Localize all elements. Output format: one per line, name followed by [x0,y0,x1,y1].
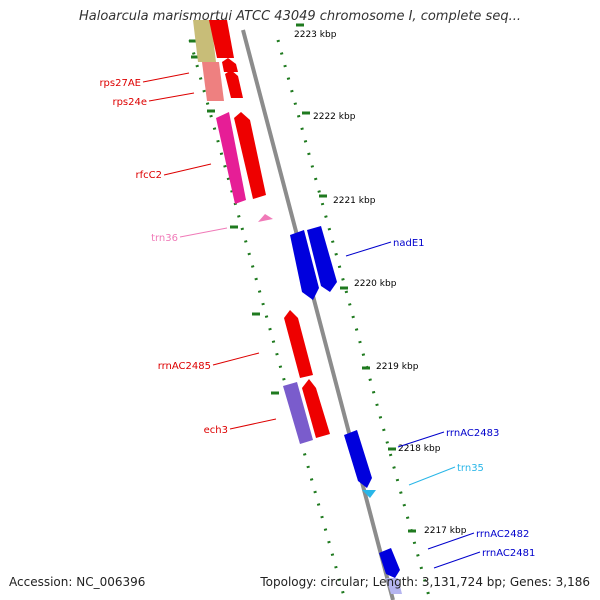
gene-label-rrnAC2482[interactable]: rrnAC2482 [476,529,529,540]
tick-label: 2221 kbp [333,196,376,206]
gene-red-rrnAC2485[interactable] [284,310,313,378]
gene-blue-faint[interactable] [386,578,402,594]
gene-label-rps27AE[interactable]: rps27AE [99,78,141,89]
tick-label: 2219 kbp [376,362,419,372]
gene-magenta[interactable] [216,112,246,204]
tick-label: 2218 kbp [398,444,441,454]
gene-blue-2[interactable] [307,226,337,292]
gene-label-nadE1[interactable]: nadE1 [393,238,425,249]
gene-blue-rrnAC2483[interactable] [344,430,372,488]
gene-red-small-2[interactable] [225,70,243,98]
gene-label-ech3[interactable]: ech3 [204,425,228,436]
gene-red-small-1[interactable] [222,58,238,72]
gene-label-trn36[interactable]: trn36 [151,233,178,244]
gene-salmon[interactable] [202,62,224,101]
gene-label-rrnAC2481[interactable]: rrnAC2481 [482,548,535,559]
gene-khaki[interactable] [193,20,216,62]
tick-track-right [276,39,432,600]
trna-pink[interactable] [258,214,273,222]
reverse-strand-genes [193,20,330,444]
map-title: Haloarcula marismortui ATCC 43049 chromo… [79,9,521,24]
gene-red-ech3[interactable] [302,379,330,438]
gene-blue-1[interactable] [290,230,319,300]
tick-label: 2223 kbp [294,30,337,40]
gene-red-rfcC2[interactable] [234,112,266,199]
gene-label-rrnAC2483[interactable]: rrnAC2483 [446,428,499,439]
genome-summary-text: Topology: circular; Length: 3,131,724 bp… [260,575,590,589]
trna-cyan[interactable] [362,490,376,498]
chromosome-backbone [241,29,395,600]
label-connectors [142,72,481,569]
gene-blue-rrnAC2481[interactable] [379,548,400,578]
accession-text: Accession: NC_006396 [9,575,146,589]
gene-label-trn35[interactable]: trn35 [457,463,484,474]
tick-label: 2217 kbp [424,526,467,536]
tick-label: 2222 kbp [313,112,356,122]
tick-label: 2220 kbp [354,279,397,289]
gene-label-rfcC2[interactable]: rfcC2 [136,170,162,181]
gene-label-rrnAC2485[interactable]: rrnAC2485 [158,361,211,372]
gene-label-rps24e[interactable]: rps24e [112,97,147,108]
tick-labels: 2223 kbp 2222 kbp 2221 kbp 2220 kbp 2219… [294,30,467,536]
gene-purple[interactable] [283,382,313,444]
gene-red-top[interactable] [209,20,234,58]
forward-strand-genes [290,226,402,594]
gene-labels: rps27AE rps24e rfcC2 trn36 rrnAC2485 ech… [99,78,535,559]
